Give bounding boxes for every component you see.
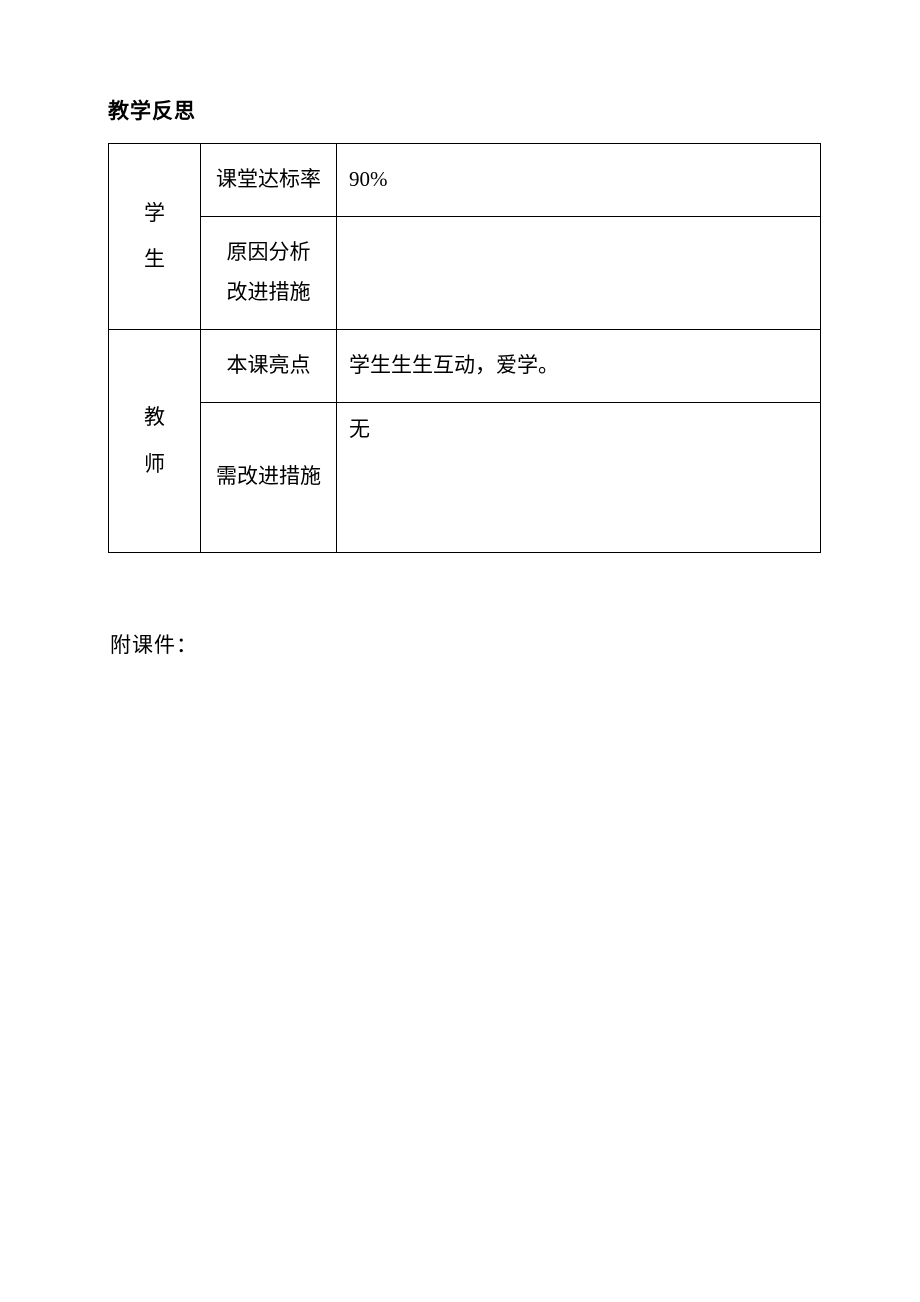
analysis-label-line1: 原因分析: [207, 233, 330, 273]
student-category-cell: 学 生: [109, 144, 201, 330]
analysis-label-line2: 改进措施: [207, 273, 330, 313]
highlights-value: 学生生生互动，爱学。: [337, 329, 821, 402]
improvement-label: 需改进措施: [201, 402, 337, 552]
student-analysis-label: 原因分析 改进措施: [201, 216, 337, 329]
student-analysis-value: [337, 216, 821, 329]
achievement-rate-value: 90%: [337, 144, 821, 217]
student-row-1: 学 生 课堂达标率 90%: [109, 144, 821, 217]
teacher-char-2: 师: [109, 441, 200, 487]
teacher-row-1: 教 师 本课亮点 学生生生互动，爱学。: [109, 329, 821, 402]
reflection-table: 学 生 课堂达标率 90% 原因分析 改进措施 教 师 本课亮点 学生生生互动，…: [108, 143, 821, 553]
page-title: 教学反思: [108, 95, 820, 125]
attachment-label: 附课件：: [108, 629, 820, 659]
teacher-char-1: 教: [109, 394, 200, 440]
improvement-value: 无: [337, 402, 821, 552]
teacher-row-2: 需改进措施 无: [109, 402, 821, 552]
student-char-1: 学: [109, 190, 200, 236]
student-char-2: 生: [109, 236, 200, 282]
student-row-2: 原因分析 改进措施: [109, 216, 821, 329]
achievement-rate-label: 课堂达标率: [201, 144, 337, 217]
highlights-label: 本课亮点: [201, 329, 337, 402]
teacher-category-cell: 教 师: [109, 329, 201, 552]
